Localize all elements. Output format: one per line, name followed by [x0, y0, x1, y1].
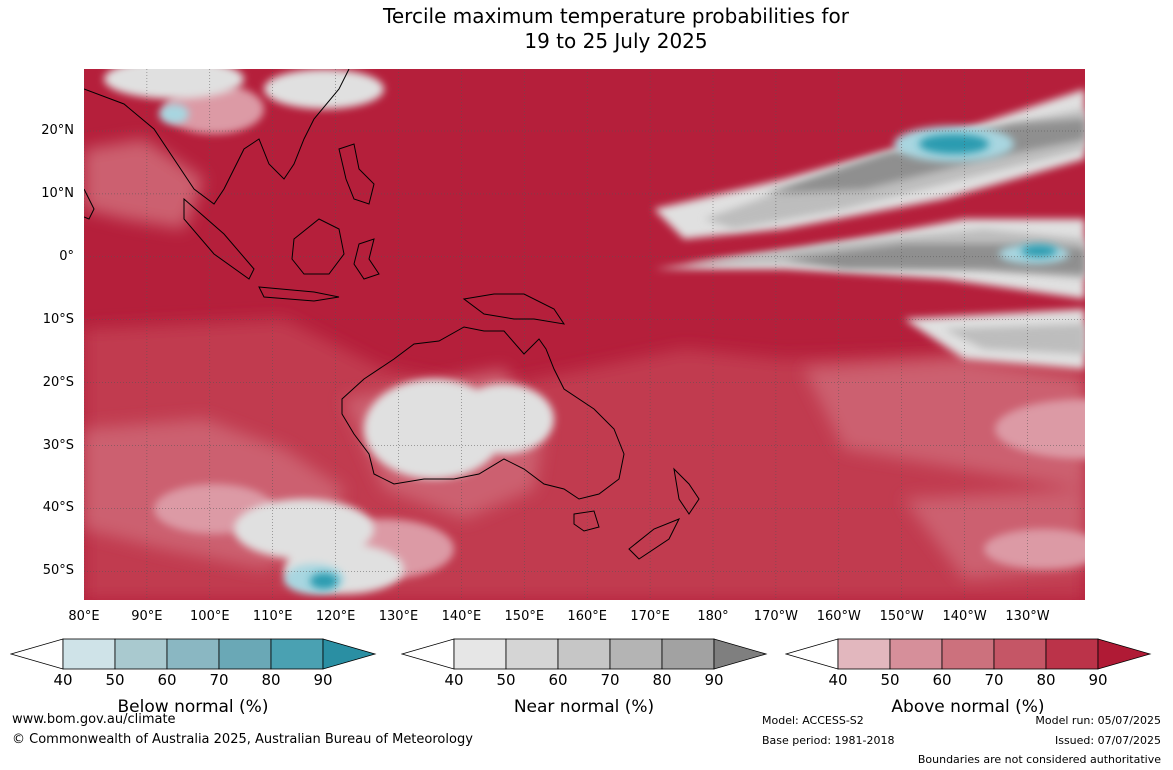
longitude-label: 170°W	[753, 609, 798, 624]
longitude-label: 130°W	[1005, 609, 1050, 624]
colorbar-segment	[609, 638, 663, 670]
colorbar-tick-label: 60	[548, 671, 568, 689]
colorbar-tick-label: 70	[600, 671, 620, 689]
footer-disclaimer: Boundaries are not considered authoritat…	[917, 753, 1161, 766]
india-coast	[84, 188, 95, 220]
map-gridlines	[84, 69, 1085, 600]
longitude-label: 150°W	[879, 609, 924, 624]
colorbar-tick-label: 60	[157, 671, 177, 689]
new-guinea-coast	[462, 293, 566, 325]
below-normal-colorbar	[10, 638, 377, 670]
colorbar-segment	[1045, 638, 1099, 670]
sumatra-coast	[183, 197, 255, 280]
colorbar-tick-label: 70	[209, 671, 229, 689]
colorbar-segment	[270, 638, 324, 670]
colorbar-extend-low	[401, 638, 455, 670]
colorbar-tick-label: 40	[444, 671, 464, 689]
latitude-label: 20°N	[41, 123, 74, 138]
latitude-label: 10°S	[42, 311, 74, 327]
above-normal-title: Above normal (%)	[891, 697, 1045, 717]
java-coast	[258, 286, 340, 302]
colorbar-segment	[661, 638, 715, 670]
colorbar-extend-low	[785, 638, 839, 670]
below-normal-title: Below normal (%)	[117, 697, 269, 717]
colorbar-tick-label: 80	[1036, 671, 1056, 689]
longitude-label: 80°E	[68, 609, 100, 624]
footer-issued: Issued: 07/07/2025	[1054, 734, 1161, 747]
colorbar-segment	[453, 638, 507, 670]
colorbar-extend-low	[10, 638, 64, 670]
asia-coast	[84, 69, 350, 205]
longitude-label: 180°	[697, 609, 729, 624]
colorbar-tick-label: 40	[53, 671, 73, 689]
colorbar-tick-label: 50	[496, 671, 516, 689]
colorbar-segment	[114, 638, 168, 670]
colorbar-tick-label: 90	[704, 671, 724, 689]
longitude-label: 170°E	[630, 609, 670, 624]
coastlines	[84, 69, 700, 560]
longitude-label: 100°E	[190, 609, 230, 624]
latitude-label: 30°S	[42, 437, 74, 453]
longitude-label: 150°E	[504, 609, 545, 624]
longitude-label: 120°E	[315, 609, 356, 624]
footer-model-run: Model run: 05/07/2025	[1035, 714, 1161, 727]
footer-model: Model: ACCESS-S2	[762, 714, 864, 727]
sulawesi-coast	[353, 238, 380, 280]
colorbar-tick-label: 50	[105, 671, 125, 689]
footer-copyright: © Commonwealth of Australia 2025, Austra…	[12, 732, 473, 747]
longitude-label: 160°E	[567, 609, 607, 624]
longitude-label: 140°W	[942, 609, 987, 624]
footer-url: www.bom.gov.au/climate	[12, 712, 176, 727]
colorbar-tick-label: 80	[652, 671, 672, 689]
latitude-label: 20°S	[42, 374, 74, 390]
near-normal-colorbar	[401, 638, 768, 670]
near-normal-title: Near normal (%)	[513, 697, 655, 717]
colorbar-segment	[889, 638, 943, 670]
colorbar-segment	[166, 638, 220, 670]
colorbar-extend-high	[1097, 638, 1152, 670]
nz-north-coast	[673, 467, 700, 515]
longitude-label: 130°E	[378, 609, 419, 624]
colorbar-tick-label: 80	[261, 671, 281, 689]
colorbar-extend-high	[713, 638, 768, 670]
borneo-coast	[291, 218, 345, 275]
colorbar-segment	[837, 638, 891, 670]
colorbar-extend-high	[322, 638, 377, 670]
colorbar-tick-label: 70	[984, 671, 1004, 689]
footer-base-period: Base period: 1981-2018	[762, 734, 895, 747]
colorbar-segment	[218, 638, 272, 670]
latitude-label: 40°S	[42, 500, 74, 516]
colorbar-tick-label: 50	[880, 671, 900, 689]
tasmania-coast	[573, 510, 600, 532]
colorbar-tick-label: 90	[313, 671, 333, 689]
australia-coast	[341, 326, 625, 500]
map-title-line-2: 19 to 25 July 2025	[524, 29, 708, 53]
longitude-label: 110°E	[252, 609, 293, 624]
map-title-line-1: Tercile maximum temperature probabilitie…	[383, 4, 849, 28]
colorbar-segment	[993, 638, 1047, 670]
nz-south-coast	[628, 518, 681, 560]
latitude-label: 0°	[59, 248, 74, 264]
probability-map	[84, 69, 1085, 600]
colorbar-segment	[505, 638, 559, 670]
colorbar-segment	[941, 638, 995, 670]
map-title: Tercile maximum temperature probabilitie…	[0, 4, 1173, 54]
longitude-label: 140°E	[441, 609, 482, 624]
colorbar-tick-label: 90	[1088, 671, 1108, 689]
colorbar-segment	[557, 638, 611, 670]
longitude-label: 160°W	[816, 609, 861, 624]
philippines-coast	[338, 143, 375, 205]
above-normal-colorbar	[785, 638, 1152, 670]
latitude-label: 50°S	[42, 563, 74, 579]
latitude-label: 10°N	[41, 185, 74, 201]
colorbar-segment	[62, 638, 116, 670]
below-strong-region	[310, 134, 1057, 589]
colorbar-tick-label: 40	[828, 671, 848, 689]
longitude-label: 90°E	[131, 609, 163, 624]
colorbar-tick-label: 60	[932, 671, 952, 689]
